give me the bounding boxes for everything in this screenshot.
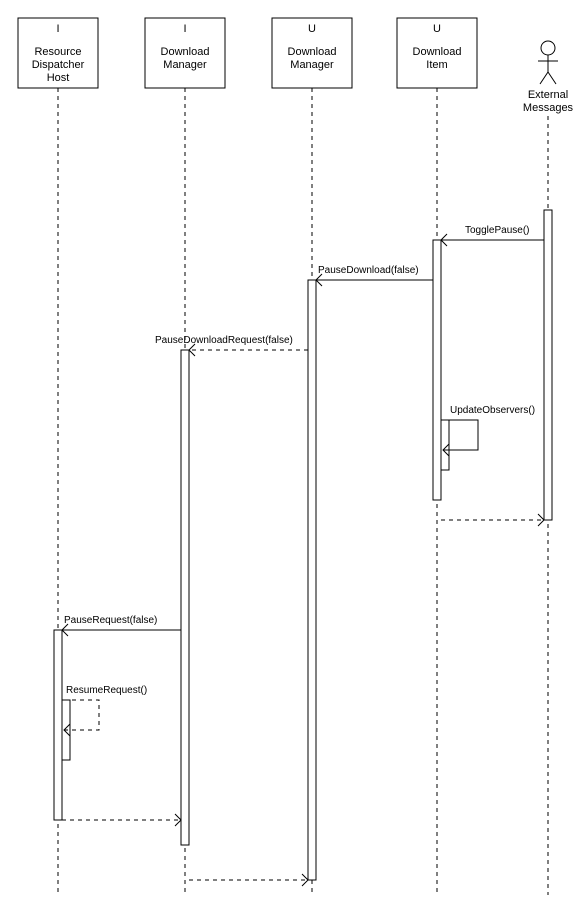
stereotype: I [56,23,59,35]
activation-udi [433,240,441,500]
stereotype: I [183,23,186,35]
message-label: ResumeRequest() [66,685,147,696]
participant-label: Manager [290,59,334,71]
sequence-diagram: IResourceDispatcherHostIDownloadManagerU… [0,0,580,900]
actor-label: Messages [523,102,574,114]
activation-idm [181,350,189,845]
participant-label: Download [161,46,210,58]
participant-label: Download [413,46,462,58]
activation-udm [308,280,316,880]
message-label: UpdateObservers() [450,405,535,416]
participant-label: Item [426,59,447,71]
participant-label: Resource [34,46,81,58]
participant-label: Host [47,72,70,84]
message-label: PauseDownload(false) [318,265,419,276]
activation-rdh [54,630,62,820]
participant-label: Download [288,46,337,58]
participant-label: Dispatcher [32,59,85,71]
message-label: PauseDownloadRequest(false) [155,335,293,346]
stereotype: U [433,23,441,35]
actor-external [538,41,558,84]
actor-label: External [528,89,568,101]
participant-label: Manager [163,59,207,71]
message-label: TogglePause() [465,225,529,236]
activation-ext [544,210,552,520]
message-label: PauseRequest(false) [64,615,157,626]
stereotype: U [308,23,316,35]
